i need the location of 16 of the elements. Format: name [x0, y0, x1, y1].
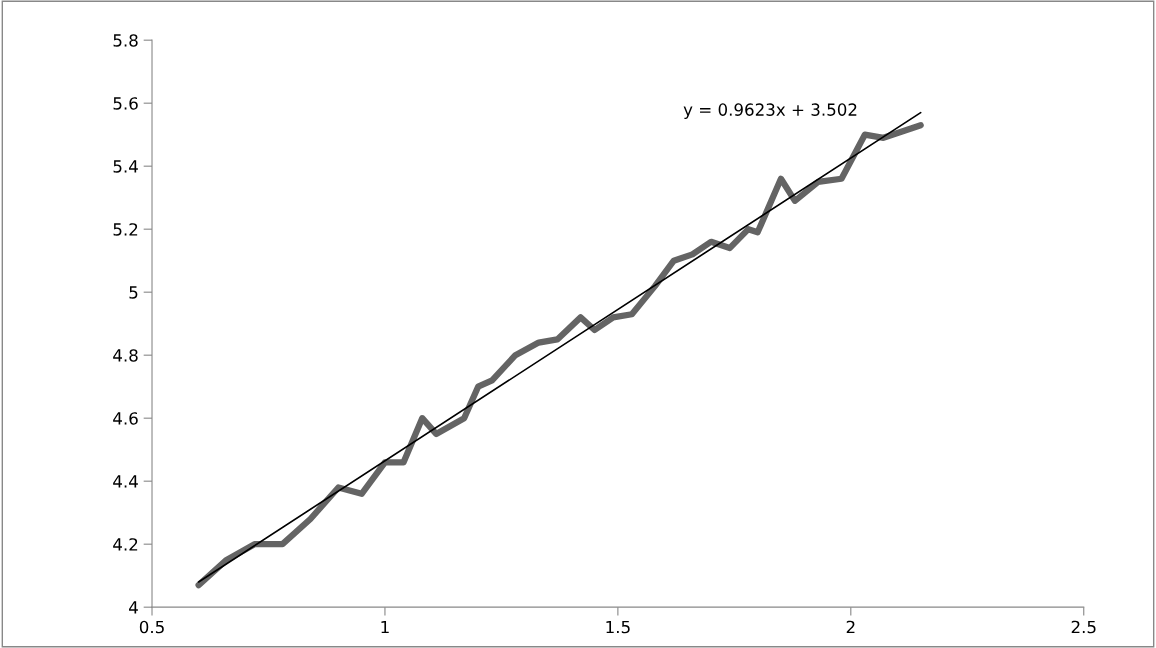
- x-tick-label: 2: [846, 620, 855, 634]
- y-tick-label: 5.6: [113, 97, 138, 110]
- annotation: y = 0.9623x + 3.502: [683, 103, 857, 120]
- y-tick-label: 5: [129, 286, 138, 299]
- y-tick-label: 5.2: [113, 223, 138, 236]
- y-tick-label: 5.8: [113, 34, 138, 47]
- y-tick-label: 4.8: [113, 349, 138, 362]
- x-tick-label: 2.5: [1071, 620, 1096, 634]
- x-tick-label: 1.5: [606, 620, 630, 634]
- y-tick-label: 4: [129, 601, 138, 614]
- y-tick-label: 4.4: [113, 475, 138, 488]
- x-tick-label: 1: [381, 620, 389, 634]
- x-tick-label: 0.5: [139, 620, 164, 634]
- y-tick-label: 4.2: [113, 538, 138, 551]
- y-tick-label: 4.6: [113, 412, 138, 425]
- y-tick-label: 5.4: [113, 160, 138, 173]
